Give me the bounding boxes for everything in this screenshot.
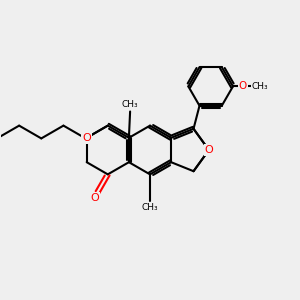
Text: CH₃: CH₃ [142,203,158,212]
Text: O: O [82,133,91,143]
Text: O: O [205,145,213,155]
Text: CH₃: CH₃ [252,82,268,91]
Text: O: O [90,193,99,202]
Text: CH₃: CH₃ [122,100,138,109]
Text: O: O [238,81,247,92]
